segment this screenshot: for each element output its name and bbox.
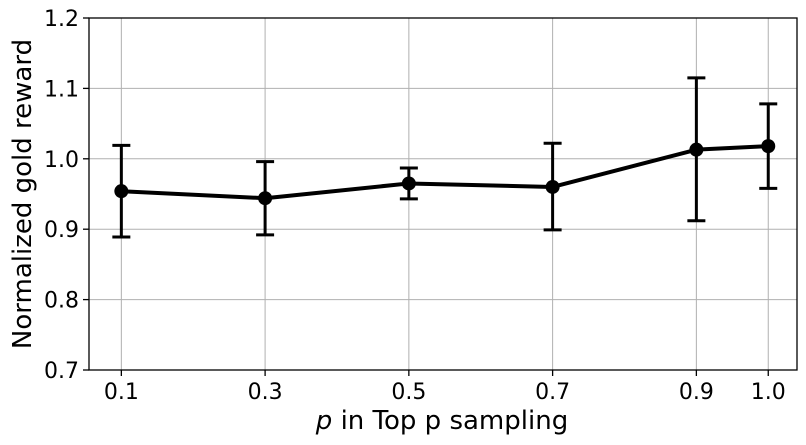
x-tick-label: 0.3 [248,380,283,405]
y-axis-label: Normalized gold reward [8,39,38,349]
y-tick-label: 0.8 [44,289,79,314]
data-point [545,179,560,194]
x-axis-ticks: 0.1 0.3 0.5 0.7 0.9 1.0 [104,370,786,405]
data-point [689,142,704,157]
data-point [114,184,129,199]
x-axis-label-variable: p [315,406,333,436]
x-tick-label: 0.7 [535,380,570,405]
y-tick-label: 1.1 [44,77,79,102]
x-tick-label: 0.1 [104,380,139,405]
series-layer [112,76,778,239]
x-axis-label-text: in Top p sampling [332,406,568,436]
y-tick-label: 0.9 [44,218,79,243]
series-line [121,144,769,201]
y-axis-ticks: 0.7 0.8 0.9 1.0 1.1 1.2 [44,7,89,384]
data-point [401,176,416,191]
y-tick-label: 1.0 [44,148,79,173]
x-tick-label: 0.5 [391,380,426,405]
plot-frame [88,17,798,371]
y-tick-label: 1.2 [44,7,79,32]
x-axis-label: p in Top p sampling [315,406,568,436]
y-tick-label: 0.7 [44,359,79,384]
x-tick-label: 0.9 [679,380,714,405]
data-point [761,139,776,154]
x-tick-label: 1.0 [751,380,786,405]
data-point [258,191,273,206]
